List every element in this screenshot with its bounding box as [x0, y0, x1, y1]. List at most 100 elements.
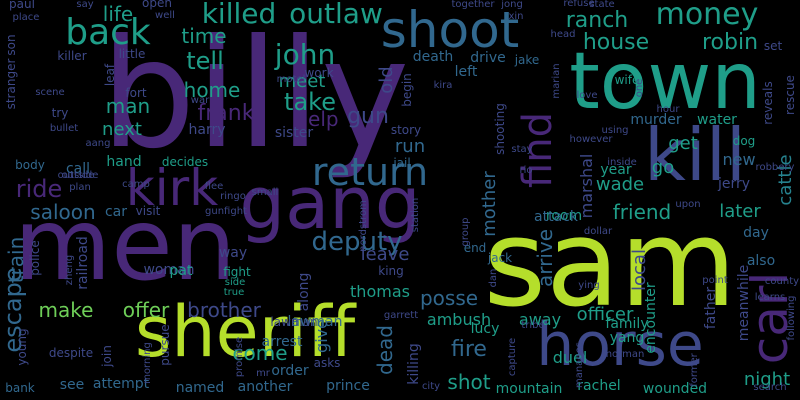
cloud-word: lucy — [470, 321, 500, 337]
cloud-word: back — [65, 12, 151, 53]
cloud-word: duel — [552, 348, 588, 367]
cloud-word: see — [59, 377, 85, 393]
cloud-word: young — [15, 328, 29, 366]
cloud-word: away — [518, 310, 562, 329]
cloud-word: bank — [5, 381, 35, 395]
cloud-word: water — [697, 112, 737, 128]
cloud-word: sister — [274, 125, 314, 141]
cloud-word: stranger — [4, 58, 18, 110]
cloud-word: money — [655, 0, 759, 32]
cloud-word: father — [703, 286, 719, 330]
cloud-word: hand — [106, 154, 142, 170]
cloud-word: meanwhile — [736, 264, 752, 342]
cloud-word: join — [100, 345, 114, 367]
cloud-word: group — [460, 217, 471, 247]
cloud-word: help — [295, 107, 339, 131]
cloud-word: dog — [732, 134, 756, 148]
cloud-word: police — [28, 240, 42, 276]
cloud-word: mountain — [495, 381, 563, 397]
cloud-word: one — [634, 78, 645, 98]
cloud-word: scene — [35, 87, 65, 98]
cloud-word: jake — [514, 53, 540, 67]
cloud-word: norman — [605, 349, 645, 360]
cloud-word: lawman — [270, 315, 318, 329]
cloud-word: men — [13, 186, 237, 303]
cloud-word: rio — [519, 165, 533, 176]
cloud-word: prince — [326, 378, 370, 394]
cloud-word: woman — [143, 262, 195, 278]
cloud-word: together — [451, 0, 495, 10]
cloud-word: also — [746, 253, 776, 269]
cloud-word: say — [76, 0, 94, 10]
cloud-word: tell — [186, 47, 224, 75]
cloud-word: house — [582, 30, 650, 55]
cloud-word: robin — [701, 30, 759, 55]
cloud-word: left — [454, 64, 478, 80]
cloud-word: ringo — [220, 191, 246, 202]
cloud-word: town — [569, 37, 761, 127]
cloud-word: point — [702, 275, 728, 286]
cloud-word: new — [722, 150, 756, 169]
cloud-word: kill — [644, 113, 746, 197]
cloud-word: inside — [607, 157, 637, 168]
cloud-word: rachel — [577, 378, 621, 394]
cloud-word: rescue — [783, 75, 797, 115]
cloud-word: john — [274, 38, 336, 71]
cloud-word: jerry — [717, 176, 751, 192]
cloud-word: tribe — [521, 320, 545, 331]
cloud-word: outside — [57, 170, 95, 181]
cloud-word: car — [104, 204, 128, 220]
cloud-word: end — [463, 241, 487, 255]
cloud-word: promise — [234, 336, 245, 378]
cloud-word: former — [689, 353, 700, 387]
cloud-word: hour — [656, 104, 680, 115]
cloud-word: get — [668, 133, 698, 154]
cloud-word: head — [550, 29, 576, 40]
cloud-word: thomas — [350, 282, 410, 301]
cloud-word: well — [155, 10, 175, 21]
cloud-word: year — [600, 162, 632, 178]
cloud-word: gang — [239, 161, 421, 245]
cloud-word: fight — [223, 265, 251, 279]
cloud-word: order — [271, 363, 309, 379]
cloud-word: harry — [188, 122, 226, 138]
cloud-word: war — [190, 95, 210, 106]
cloud-word: upon — [675, 199, 701, 210]
cloud-word: killed — [201, 0, 277, 30]
cloud-word: flee — [204, 181, 224, 192]
cloud-word: way — [218, 245, 248, 261]
cloud-word: shooting — [493, 103, 507, 155]
cloud-word: make — [38, 298, 94, 322]
cloud-word: run — [394, 136, 426, 157]
cloud-word: later — [719, 201, 761, 222]
cloud-word: room — [545, 208, 583, 224]
cloud-word: lawman — [287, 314, 343, 330]
cloud-word: life — [102, 2, 134, 26]
cloud-word: frank — [197, 101, 255, 126]
cloud-word: saloon — [30, 200, 96, 224]
cloud-word: killing — [406, 343, 422, 385]
cloud-word: along — [296, 272, 312, 312]
cloud-word: little — [118, 47, 146, 61]
cloud-word: dan — [488, 268, 499, 288]
cloud-word: train — [4, 236, 28, 284]
cloud-word: drive — [470, 50, 506, 66]
cloud-word: asks — [313, 356, 341, 370]
cloud-word: refuse — [563, 0, 595, 9]
cloud-word: horse — [536, 310, 704, 380]
cloud-word: take — [284, 88, 336, 116]
cloud-word: old — [376, 66, 397, 94]
cloud-word: morning — [142, 342, 153, 384]
cloud-word: state — [589, 0, 615, 10]
cloud-word: capture — [507, 337, 518, 377]
cloud-word: try — [51, 106, 69, 120]
cloud-word: zheng — [64, 254, 75, 286]
cloud-word: night — [743, 369, 791, 390]
cloud-word: man — [105, 94, 151, 118]
cloud-word: friend — [612, 200, 672, 224]
cloud-word: pursue — [158, 324, 172, 366]
cloud-word: leave — [360, 244, 410, 265]
cloud-word: sam — [483, 195, 737, 334]
cloud-word: outlaw — [289, 0, 383, 30]
cloud-word: manages — [574, 341, 585, 389]
